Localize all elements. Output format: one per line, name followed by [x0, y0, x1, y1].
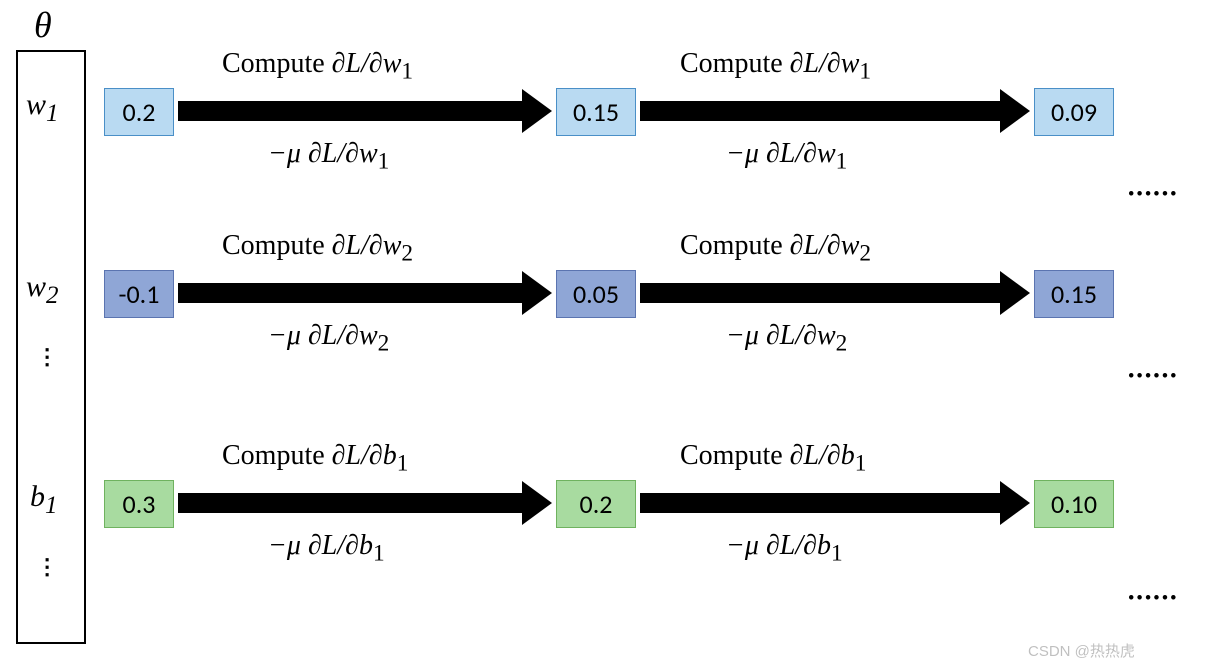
param-label-b1: b1: [30, 480, 58, 520]
arrow-r1-a0: [178, 283, 524, 303]
continuation-dots-2: ······: [1128, 582, 1179, 611]
formula-r0-bot0: −μ ∂L/∂w1: [268, 138, 389, 176]
value-box-r2-c1: 0.2: [556, 480, 636, 528]
arrow-r2-a0: [178, 493, 524, 513]
theta-symbol: θ: [34, 4, 52, 46]
arrow-r0-a1: [640, 101, 1002, 121]
value-box-r1-c2: 0.15: [1034, 270, 1114, 318]
value-box-r0-c2: 0.09: [1034, 88, 1114, 136]
formula-r0-top0: Compute ∂L/∂w1: [222, 48, 413, 86]
arrow-r2-a1: [640, 493, 1002, 513]
param-vdots-1: ⋮: [44, 345, 51, 372]
param-vdots-2: ⋮: [44, 555, 51, 582]
formula-r2-top1: Compute ∂L/∂b1: [680, 440, 866, 478]
param-label-w1: w1: [26, 88, 59, 128]
value-box-r2-c0: 0.3: [104, 480, 174, 528]
param-label-w2: w2: [26, 270, 59, 310]
formula-r0-top1: Compute ∂L/∂w1: [680, 48, 871, 86]
value-box-r0-c1: 0.15: [556, 88, 636, 136]
formula-r2-bot0: −μ ∂L/∂b1: [268, 530, 385, 568]
arrow-r1-a1: [640, 283, 1002, 303]
value-box-r1-c1: 0.05: [556, 270, 636, 318]
formula-r0-bot1: −μ ∂L/∂w1: [726, 138, 847, 176]
value-box-r2-c2: 0.10: [1034, 480, 1114, 528]
formula-r2-bot1: −μ ∂L/∂b1: [726, 530, 843, 568]
continuation-dots-0: ······: [1128, 178, 1179, 207]
value-box-r0-c0: 0.2: [104, 88, 174, 136]
continuation-dots-1: ······: [1128, 360, 1179, 389]
watermark: CSDN @热热虎: [1028, 640, 1135, 661]
formula-r1-top0: Compute ∂L/∂w2: [222, 230, 413, 268]
formula-r2-top0: Compute ∂L/∂b1: [222, 440, 408, 478]
formula-r1-bot1: −μ ∂L/∂w2: [726, 320, 847, 358]
formula-r1-top1: Compute ∂L/∂w2: [680, 230, 871, 268]
arrow-r0-a0: [178, 101, 524, 121]
value-box-r1-c0: -0.1: [104, 270, 174, 318]
formula-r1-bot0: −μ ∂L/∂w2: [268, 320, 389, 358]
